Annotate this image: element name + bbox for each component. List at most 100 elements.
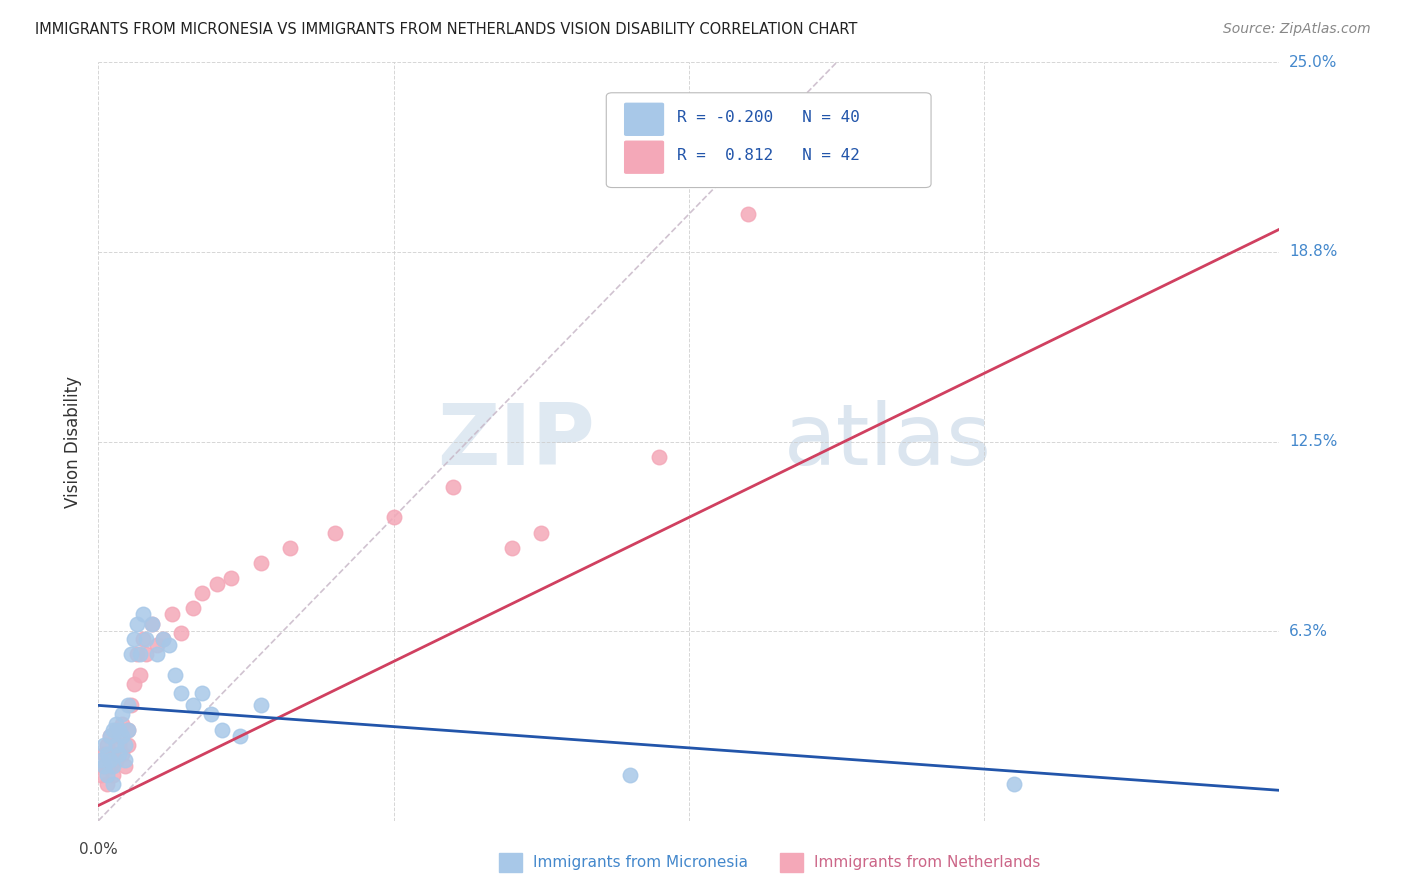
Text: Immigrants from Netherlands: Immigrants from Netherlands: [814, 855, 1040, 870]
Point: [128, 668, 150, 682]
Point: [103, 723, 125, 737]
Point: [170, 686, 193, 700]
Point: [181, 698, 204, 713]
Point: [93, 759, 115, 773]
Point: [108, 729, 131, 743]
Point: [128, 647, 150, 661]
FancyBboxPatch shape: [624, 141, 664, 174]
Point: [441, 480, 464, 494]
Point: [117, 738, 139, 752]
Text: ZIP: ZIP: [437, 400, 595, 483]
Point: [152, 632, 174, 646]
Point: [103, 747, 125, 761]
Point: [96, 777, 118, 791]
Text: R =  0.812   N = 42: R = 0.812 N = 42: [678, 148, 860, 163]
Point: [737, 207, 759, 221]
Point: [135, 647, 157, 661]
Point: [103, 768, 125, 782]
Point: [108, 747, 131, 761]
Point: [105, 716, 128, 731]
Point: [117, 698, 139, 713]
Text: 12.5%: 12.5%: [1289, 434, 1337, 449]
Text: 25.0%: 25.0%: [1289, 55, 1337, 70]
Text: 6.3%: 6.3%: [1289, 624, 1327, 639]
Point: [111, 716, 134, 731]
Point: [117, 723, 139, 737]
Point: [108, 723, 131, 737]
Text: 18.8%: 18.8%: [1289, 244, 1337, 260]
Point: [117, 723, 139, 737]
Point: [146, 638, 169, 652]
Point: [105, 738, 128, 752]
Point: [191, 686, 214, 700]
Point: [93, 759, 115, 773]
Point: [250, 556, 273, 570]
Point: [132, 607, 155, 622]
Point: [122, 632, 145, 646]
Point: [120, 647, 142, 661]
Point: [103, 759, 125, 773]
Point: [120, 698, 142, 713]
Point: [229, 729, 252, 743]
Point: [157, 638, 180, 652]
Point: [105, 723, 128, 737]
Text: Immigrants from Micronesia: Immigrants from Micronesia: [533, 855, 748, 870]
Point: [90, 768, 112, 782]
Y-axis label: Vision Disability: Vision Disability: [65, 376, 83, 508]
Point: [111, 747, 134, 761]
Point: [93, 738, 115, 752]
Point: [648, 450, 671, 464]
Point: [211, 723, 233, 737]
Point: [132, 632, 155, 646]
Text: atlas: atlas: [783, 400, 991, 483]
Bar: [499, 853, 522, 872]
Point: [170, 625, 193, 640]
Point: [98, 753, 121, 767]
Point: [98, 729, 121, 743]
Point: [98, 729, 121, 743]
Point: [96, 747, 118, 761]
Point: [1002, 777, 1025, 791]
Point: [162, 607, 183, 622]
Point: [114, 759, 136, 773]
Point: [181, 601, 204, 615]
Point: [125, 647, 148, 661]
Point: [98, 759, 121, 773]
Point: [280, 541, 302, 555]
Point: [530, 525, 553, 540]
Point: [221, 571, 243, 585]
Point: [135, 632, 157, 646]
Point: [111, 729, 134, 743]
Bar: [780, 853, 803, 872]
Point: [105, 753, 128, 767]
Point: [141, 616, 163, 631]
Point: [619, 768, 641, 782]
Point: [96, 738, 118, 752]
Point: [111, 707, 134, 722]
Point: [205, 577, 228, 591]
Point: [501, 541, 523, 555]
Point: [108, 738, 131, 752]
Text: R = -0.200   N = 40: R = -0.200 N = 40: [678, 111, 860, 125]
Point: [191, 586, 214, 600]
Text: Source: ZipAtlas.com: Source: ZipAtlas.com: [1223, 22, 1371, 37]
Point: [96, 768, 118, 782]
Point: [122, 677, 145, 691]
Point: [125, 616, 148, 631]
Text: 0.0%: 0.0%: [79, 842, 118, 857]
Point: [200, 707, 222, 722]
Point: [146, 647, 169, 661]
Point: [323, 525, 346, 540]
Point: [103, 777, 125, 791]
FancyBboxPatch shape: [624, 103, 664, 136]
Point: [250, 698, 273, 713]
Point: [114, 753, 136, 767]
Point: [165, 668, 187, 682]
FancyBboxPatch shape: [606, 93, 931, 187]
Point: [90, 753, 112, 767]
Point: [152, 632, 174, 646]
Text: IMMIGRANTS FROM MICRONESIA VS IMMIGRANTS FROM NETHERLANDS VISION DISABILITY CORR: IMMIGRANTS FROM MICRONESIA VS IMMIGRANTS…: [35, 22, 858, 37]
Point: [382, 510, 405, 524]
Point: [93, 747, 115, 761]
Point: [141, 616, 163, 631]
